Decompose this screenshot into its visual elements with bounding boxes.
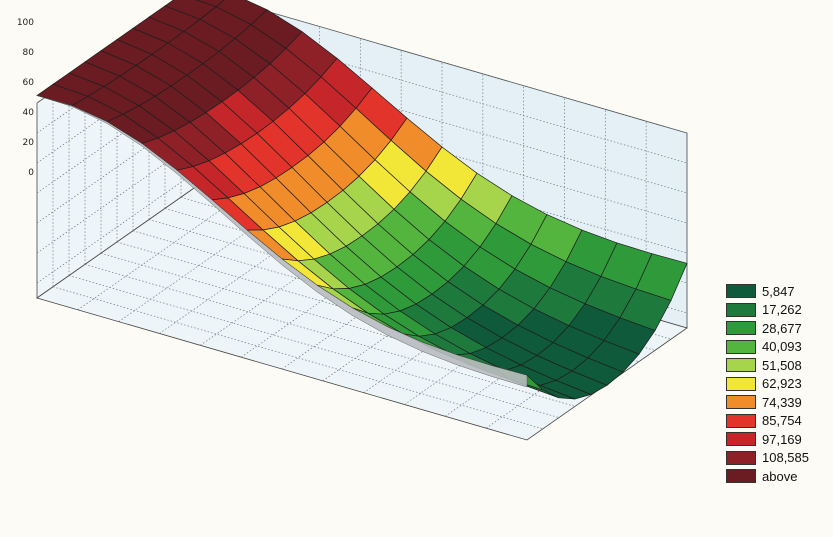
side-wall-grid-line bbox=[36, 140, 198, 254]
floor-grid-line bbox=[77, 197, 239, 311]
z-tick-label: 80 bbox=[23, 48, 35, 58]
legend-swatch bbox=[726, 302, 756, 317]
z-tick-label: 20 bbox=[23, 138, 35, 148]
legend-label: 5,847 bbox=[762, 283, 795, 299]
floor-grid-line bbox=[84, 264, 576, 407]
legend-label: 17,262 bbox=[762, 302, 802, 318]
legend-label: 85,754 bbox=[762, 413, 802, 429]
axis-ticks: 020406080100120 bbox=[17, 18, 35, 178]
floor-grid-line bbox=[485, 315, 647, 429]
legend-swatch bbox=[726, 395, 756, 410]
legend-label: 108,585 bbox=[762, 450, 809, 466]
legend-item: 5,847 bbox=[726, 282, 831, 301]
z-tick-label: 60 bbox=[23, 78, 35, 88]
legend-item: 74,339 bbox=[726, 393, 831, 412]
floor-grid-line bbox=[148, 219, 640, 362]
legend-item: 62,923 bbox=[726, 375, 831, 394]
side-wall-grid-line bbox=[36, 20, 198, 134]
floor-grid-line bbox=[281, 256, 443, 370]
legend-label: 62,923 bbox=[762, 376, 802, 392]
side-wall-grid-line bbox=[36, 110, 198, 224]
legend-swatch bbox=[726, 432, 756, 447]
floor-grid-line bbox=[116, 241, 608, 385]
side-wall-grid-line bbox=[36, 50, 198, 164]
legend-swatch bbox=[726, 413, 756, 428]
legend-swatch bbox=[726, 358, 756, 373]
legend-label: 28,677 bbox=[762, 320, 802, 336]
floor-grid-line bbox=[118, 209, 279, 322]
side-wall-grid-line bbox=[36, 80, 198, 194]
floor-grid-line bbox=[404, 292, 565, 405]
legend-swatch bbox=[726, 376, 756, 391]
floor-grid-line bbox=[52, 286, 544, 430]
legend-item: 17,262 bbox=[726, 301, 831, 320]
surface bbox=[36, 0, 688, 400]
legend-label: 97,169 bbox=[762, 431, 802, 447]
floor-grid-line bbox=[159, 221, 320, 334]
legend-item: 51,508 bbox=[726, 356, 831, 375]
floor-grid-line bbox=[68, 275, 560, 418]
floor-grid-line bbox=[363, 280, 524, 393]
legend-item: 28,677 bbox=[726, 319, 831, 338]
legend-label: above bbox=[762, 468, 798, 484]
legend: 5,847 17,262 28,677 40,093 51,508 62,923 74,33… bbox=[726, 282, 831, 486]
legend-swatch bbox=[726, 284, 756, 299]
floor-grid-line bbox=[132, 230, 624, 374]
z-tick-label: 40 bbox=[23, 108, 35, 118]
floor-grid-line bbox=[322, 268, 484, 382]
legend-item: 97,169 bbox=[726, 430, 831, 449]
legend-item: 85,754 bbox=[726, 412, 831, 431]
legend-label: 51,508 bbox=[762, 357, 802, 373]
legend-item: 108,585 bbox=[726, 449, 831, 468]
legend-label: 74,339 bbox=[762, 394, 802, 410]
legend-item: 40,093 bbox=[726, 338, 831, 357]
surface-underside bbox=[36, 95, 528, 388]
floor-grid-line bbox=[200, 233, 361, 346]
floor-grid-line bbox=[100, 252, 592, 396]
legend-swatch bbox=[726, 469, 756, 484]
legend-swatch bbox=[726, 450, 756, 465]
legend-swatch bbox=[726, 321, 756, 336]
z-tick-label: 0 bbox=[28, 168, 34, 178]
legend-item: above bbox=[726, 467, 831, 486]
legend-swatch bbox=[726, 339, 756, 354]
z-tick-label: 100 bbox=[17, 18, 34, 28]
floor-grid-line bbox=[445, 304, 606, 417]
legend-label: 40,093 bbox=[762, 339, 802, 355]
side-wall-grid-line bbox=[36, 170, 198, 284]
floor-grid-line bbox=[240, 244, 402, 358]
back-wall-grid-line bbox=[226, 0, 688, 134]
